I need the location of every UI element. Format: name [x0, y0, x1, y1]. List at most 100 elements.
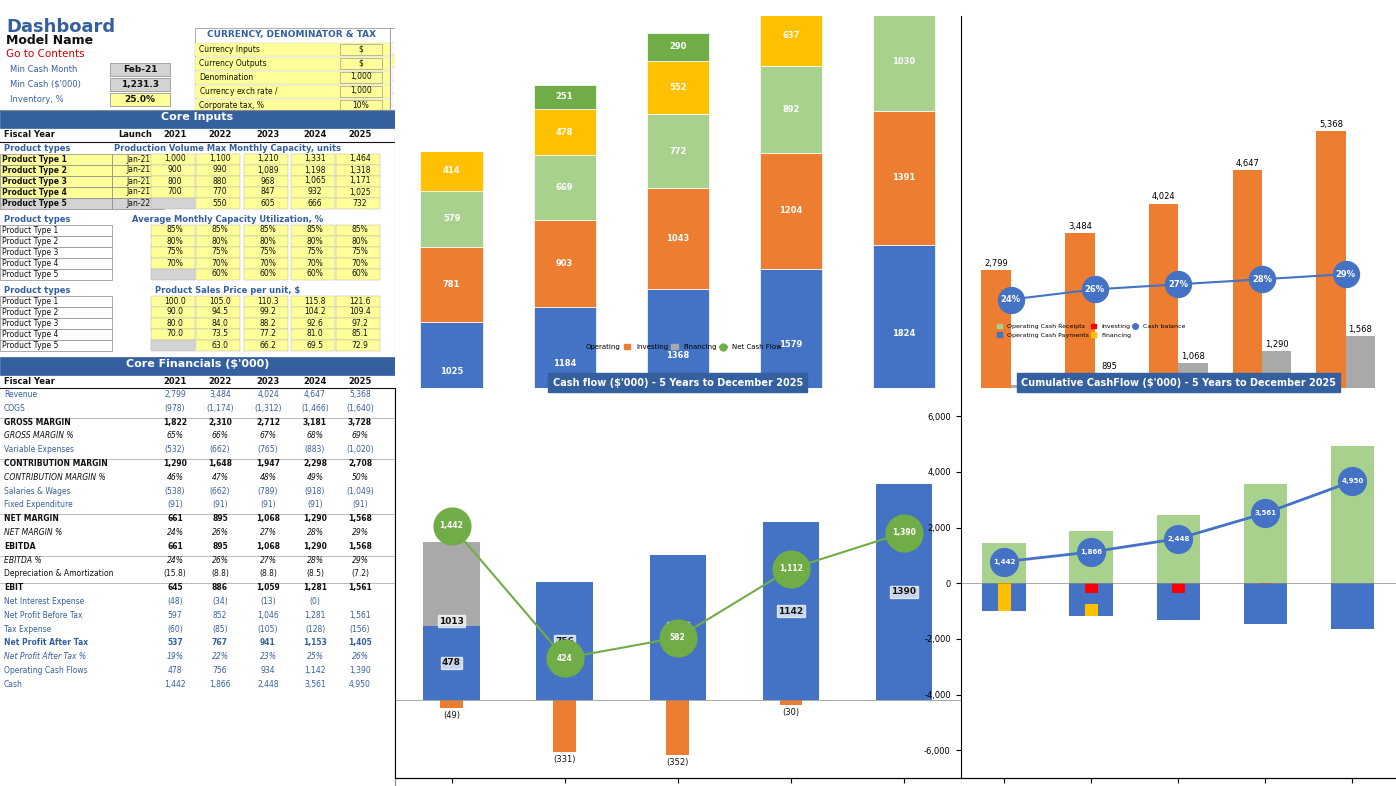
- Text: Product types: Product types: [4, 215, 70, 224]
- Text: Jan-21: Jan-21: [126, 155, 149, 163]
- FancyBboxPatch shape: [290, 318, 335, 329]
- Text: (8.8): (8.8): [260, 569, 276, 578]
- Text: 25%: 25%: [307, 652, 324, 661]
- Text: 424: 424: [556, 663, 574, 672]
- FancyBboxPatch shape: [341, 72, 383, 83]
- FancyBboxPatch shape: [195, 307, 240, 318]
- Text: 28%: 28%: [307, 556, 324, 564]
- Text: Model Name: Model Name: [6, 34, 94, 47]
- Text: (30): (30): [782, 708, 800, 717]
- Text: 109.4: 109.4: [349, 307, 371, 317]
- Text: 478: 478: [556, 127, 574, 137]
- Text: Jan-22: Jan-22: [126, 199, 149, 208]
- Text: 75%: 75%: [307, 248, 324, 256]
- Text: (8.8): (8.8): [211, 569, 229, 578]
- FancyBboxPatch shape: [195, 71, 389, 84]
- Text: 424: 424: [557, 654, 572, 663]
- FancyBboxPatch shape: [0, 318, 112, 329]
- Text: 478: 478: [168, 666, 183, 675]
- FancyBboxPatch shape: [244, 329, 288, 340]
- FancyBboxPatch shape: [709, 81, 775, 93]
- Bar: [536, 582, 593, 700]
- Text: (49): (49): [443, 711, 461, 720]
- FancyBboxPatch shape: [336, 225, 380, 236]
- Text: (532): (532): [165, 445, 186, 454]
- Bar: [759, 152, 822, 269]
- Point: [1083, 283, 1106, 296]
- Text: (105): (105): [258, 625, 278, 634]
- Text: 67%: 67%: [260, 432, 276, 440]
- FancyBboxPatch shape: [341, 86, 383, 97]
- Text: 1,068: 1,068: [255, 542, 281, 551]
- Text: 700: 700: [168, 188, 183, 196]
- FancyBboxPatch shape: [151, 198, 195, 209]
- FancyBboxPatch shape: [195, 28, 389, 110]
- Text: (8.5): (8.5): [306, 569, 324, 578]
- Bar: [759, 66, 822, 152]
- FancyBboxPatch shape: [709, 68, 775, 80]
- Text: 4,647: 4,647: [304, 390, 325, 399]
- Text: 1,100: 1,100: [209, 155, 230, 163]
- Text: (662): (662): [209, 487, 230, 496]
- Text: 781: 781: [443, 280, 461, 289]
- FancyBboxPatch shape: [244, 236, 288, 247]
- Text: 1,281: 1,281: [304, 611, 325, 620]
- Text: (1,466): (1,466): [302, 404, 329, 413]
- Text: Corporate tax, %: Corporate tax, %: [200, 101, 264, 109]
- Text: 115.8: 115.8: [304, 296, 325, 306]
- Text: (352): (352): [667, 758, 690, 767]
- FancyBboxPatch shape: [336, 165, 380, 176]
- Text: 756: 756: [556, 637, 574, 646]
- Point: [993, 556, 1015, 568]
- Bar: [646, 189, 709, 289]
- Text: Product Sales Price per unit, $: Product Sales Price per unit, $: [155, 286, 300, 295]
- Text: 75%: 75%: [212, 248, 229, 256]
- Text: 3,181: 3,181: [303, 417, 327, 427]
- FancyBboxPatch shape: [1203, 81, 1395, 93]
- FancyBboxPatch shape: [244, 307, 288, 318]
- Text: Amount, $: Amount, $: [475, 42, 519, 52]
- FancyBboxPatch shape: [341, 44, 383, 55]
- FancyBboxPatch shape: [290, 329, 335, 340]
- FancyBboxPatch shape: [392, 55, 458, 67]
- Text: 1,000: 1,000: [350, 86, 371, 96]
- Text: 1,561: 1,561: [349, 611, 371, 620]
- Text: 85.1: 85.1: [352, 329, 369, 339]
- Point: [780, 563, 803, 575]
- Text: (1,174): (1,174): [207, 404, 233, 413]
- Text: Timeframe: Timeframe: [893, 42, 941, 52]
- FancyBboxPatch shape: [290, 247, 335, 258]
- Text: 1,290: 1,290: [303, 514, 327, 523]
- Text: 1,318: 1,318: [349, 166, 371, 174]
- Text: 75%: 75%: [260, 248, 276, 256]
- Bar: [759, 0, 822, 5]
- Text: 26%: 26%: [212, 556, 229, 564]
- FancyBboxPatch shape: [599, 81, 648, 93]
- Text: 1,068: 1,068: [255, 514, 281, 523]
- FancyBboxPatch shape: [389, 28, 819, 110]
- Text: Dashboard: Dashboard: [6, 18, 114, 36]
- FancyBboxPatch shape: [290, 187, 335, 198]
- FancyBboxPatch shape: [0, 187, 112, 198]
- Text: 1,568: 1,568: [348, 542, 371, 551]
- Bar: [533, 85, 596, 109]
- Point: [893, 527, 916, 539]
- FancyBboxPatch shape: [336, 198, 380, 209]
- Bar: [646, 32, 709, 61]
- FancyBboxPatch shape: [195, 154, 240, 165]
- Text: 4,647: 4,647: [1235, 159, 1259, 167]
- Text: 60%: 60%: [212, 270, 229, 278]
- FancyBboxPatch shape: [110, 78, 170, 91]
- FancyBboxPatch shape: [151, 340, 195, 351]
- Text: Product Type 5: Product Type 5: [1, 341, 59, 350]
- Text: Net Profit After Tax: Net Profit After Tax: [4, 638, 88, 648]
- Bar: [1011, 385, 1040, 421]
- Text: (978): (978): [165, 404, 186, 413]
- FancyBboxPatch shape: [599, 55, 648, 67]
- Text: 70%: 70%: [307, 259, 324, 267]
- Text: Jan-21: Jan-21: [126, 188, 149, 196]
- FancyBboxPatch shape: [0, 296, 112, 307]
- Text: 1,561: 1,561: [348, 583, 371, 592]
- Text: 60%: 60%: [352, 270, 369, 278]
- Text: 26%: 26%: [352, 652, 369, 661]
